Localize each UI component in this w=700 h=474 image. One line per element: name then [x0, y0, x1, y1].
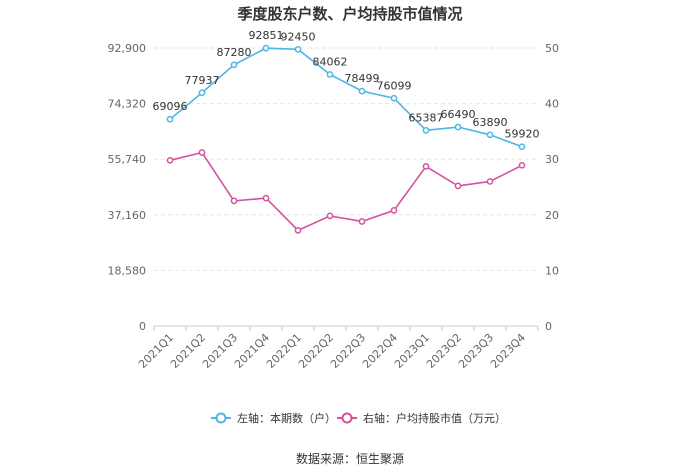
series-line-1	[169, 47, 523, 148]
legend[interactable]: 左轴：本期数（户） 右轴：户均持股市值（万元）	[211, 411, 506, 425]
data-point	[198, 149, 206, 156]
data-point	[454, 123, 462, 131]
data-label: 78499	[345, 72, 380, 85]
data-point	[294, 45, 302, 53]
data-point	[422, 163, 430, 170]
data-point	[358, 218, 366, 225]
data-point	[230, 61, 238, 69]
x-tick-label: 2023Q4	[488, 331, 528, 371]
data-point	[294, 227, 302, 234]
data-point	[166, 115, 174, 123]
series-line-2	[169, 151, 523, 232]
left-tick-label: 55,740	[108, 153, 147, 166]
data-label: 63890	[473, 116, 508, 129]
data-source: 数据来源：恒生聚源	[296, 451, 404, 466]
x-axis: 2021Q12021Q22021Q32021Q42022Q12022Q22022…	[136, 326, 539, 371]
data-point	[454, 182, 462, 190]
data-point	[230, 197, 238, 205]
legend-marker-series-1	[215, 412, 227, 424]
data-point	[166, 156, 174, 164]
left-tick-label: 37,160	[108, 209, 147, 222]
left-tick-label: 0	[139, 320, 146, 333]
data-label: 92851	[249, 29, 284, 42]
right-tick-label: 30	[545, 153, 559, 166]
data-point	[262, 44, 270, 52]
grid	[154, 47, 538, 327]
data-label: 77937	[185, 74, 220, 87]
chart-title: 季度股东户数、户均持股市值情况	[237, 5, 462, 23]
left-tick-label: 18,580	[108, 264, 147, 277]
legend-label-series-2: 右轴：户均持股市值（万元）	[363, 411, 506, 425]
data-label: 59920	[505, 128, 540, 141]
data-point	[358, 87, 366, 95]
right-tick-label: 0	[545, 320, 552, 333]
legend-label-series-1: 左轴：本期数（户）	[237, 411, 336, 425]
data-label: 92450	[281, 30, 316, 43]
data-label: 76099	[377, 79, 412, 92]
data-label: 66490	[441, 108, 476, 121]
left-tick-label: 92,900	[108, 42, 147, 55]
data-point	[262, 194, 270, 202]
data-label: 65387	[409, 111, 444, 124]
data-label: 87280	[217, 46, 252, 59]
data-label: 69096	[153, 100, 188, 113]
data-point	[486, 131, 494, 139]
left-axis: 0 18,580 37,160 55,740 74,320 92,900	[108, 42, 147, 333]
data-point	[518, 143, 526, 151]
legend-item-series-2[interactable]: 右轴：户均持股市值（万元）	[337, 411, 506, 425]
right-axis: 0 10 20 30 40 50	[545, 42, 559, 333]
data-point	[326, 212, 334, 220]
data-point	[198, 89, 206, 97]
right-tick-label: 40	[545, 98, 559, 111]
legend-item-series-1[interactable]: 左轴：本期数（户）	[211, 411, 336, 425]
data-point	[422, 126, 430, 134]
right-tick-label: 20	[545, 209, 559, 222]
data-point	[390, 94, 398, 102]
right-tick-label: 50	[545, 42, 559, 55]
data-point	[390, 207, 398, 214]
left-tick-label: 74,320	[108, 98, 147, 111]
data-point	[326, 71, 334, 78]
data-label: 84062	[313, 55, 348, 68]
legend-marker-series-2	[341, 412, 353, 424]
data-point	[518, 161, 526, 169]
series-layer	[166, 44, 526, 234]
right-tick-label: 10	[545, 264, 559, 277]
data-point	[486, 178, 494, 185]
